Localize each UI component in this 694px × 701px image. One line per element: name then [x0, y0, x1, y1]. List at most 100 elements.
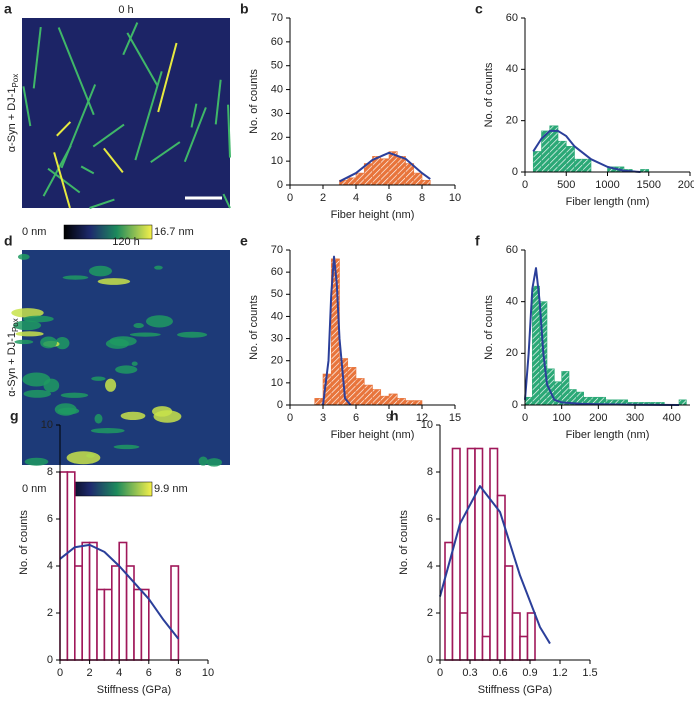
bar — [511, 612, 521, 661]
bar — [103, 588, 113, 661]
y-tick-label: 0 — [277, 399, 283, 411]
fiber — [126, 32, 159, 87]
panel-letter: e — [240, 233, 248, 249]
bar — [557, 140, 567, 173]
y-tick-label: 50 — [271, 288, 283, 300]
x-tick-label: 0 — [287, 412, 293, 424]
x-axis-label: Stiffness (GPa) — [478, 684, 552, 696]
image-title: 0 h — [118, 4, 133, 16]
image-ylabel: α-Syn + DJ-1Pox — [6, 74, 20, 153]
y-tick-label: 20 — [506, 347, 518, 359]
bar — [574, 158, 584, 173]
bar — [363, 384, 373, 406]
x-axis-label: Fiber height (nm) — [331, 209, 415, 221]
aggregate — [105, 338, 129, 349]
bar — [532, 151, 542, 173]
colorbar-max: 9.9 nm — [154, 483, 188, 495]
bar — [413, 400, 423, 406]
y-tick-label: 60 — [271, 36, 283, 48]
aggregate — [22, 315, 54, 323]
bar — [74, 565, 84, 661]
y-tick-label: 2 — [47, 607, 53, 619]
x-tick-label: 500 — [557, 179, 575, 191]
x-tick-label: 0 — [522, 179, 528, 191]
fiber — [183, 107, 207, 163]
x-tick-label: 400 — [662, 412, 680, 424]
y-tick-label: 70 — [271, 12, 283, 24]
x-axis-label: Fiber height (nm) — [331, 429, 415, 441]
fiber — [60, 84, 97, 169]
aggregate — [66, 451, 101, 465]
y-tick-label: 0 — [47, 654, 53, 666]
bar — [413, 172, 423, 186]
aggregate — [105, 378, 117, 392]
colorbar-max: 16.7 nm — [154, 226, 194, 238]
y-tick-label: 30 — [271, 332, 283, 344]
panel-letter: f — [475, 233, 480, 249]
aggregate — [88, 265, 112, 277]
fit-curve — [339, 151, 431, 183]
x-axis-label: Stiffness (GPa) — [97, 684, 171, 696]
x-tick-label: 300 — [626, 412, 644, 424]
y-tick-label: 60 — [271, 266, 283, 278]
y-tick-label: 10 — [271, 155, 283, 167]
bar — [459, 612, 469, 661]
afm-image — [22, 250, 230, 465]
bar — [678, 399, 687, 406]
aggregate — [62, 275, 89, 280]
aggregate — [206, 458, 223, 467]
aggregate — [43, 378, 60, 393]
aggregate — [120, 411, 146, 421]
ylabel-sub: Pox — [11, 318, 20, 332]
fiber — [157, 42, 178, 113]
x-tick-label: 15 — [449, 412, 461, 424]
fiber — [89, 198, 115, 209]
x-tick-label: 1500 — [637, 179, 661, 191]
panel-letter: g — [10, 408, 19, 424]
ylabel-main: α-Syn + DJ-1 — [6, 332, 18, 397]
x-tick-label: 4 — [353, 192, 359, 204]
panel-letter: b — [240, 1, 249, 17]
y-axis-label: No. of counts — [398, 510, 410, 575]
bar — [396, 156, 406, 186]
fit-curve — [439, 485, 551, 645]
aggregate — [113, 444, 140, 450]
aggregate — [23, 389, 52, 398]
aggregate — [177, 331, 208, 338]
panel-letter: d — [4, 233, 13, 249]
x-axis-label: Fiber length (nm) — [566, 429, 650, 441]
y-tick-label: 0 — [277, 179, 283, 191]
y-tick-label: 2 — [427, 607, 433, 619]
x-tick-label: 2 — [87, 667, 93, 679]
bar — [66, 471, 76, 661]
aggregate — [60, 392, 89, 398]
panel-letter: a — [4, 1, 12, 17]
aggregate — [91, 376, 106, 381]
bar — [388, 151, 398, 186]
y-tick-label: 40 — [506, 63, 518, 75]
x-tick-label: 100 — [552, 412, 570, 424]
aggregate — [94, 413, 103, 424]
bar — [444, 541, 454, 661]
x-tick-label: 1000 — [595, 179, 619, 191]
aggregate — [22, 372, 51, 387]
x-tick-label: 0 — [57, 667, 63, 679]
colorbar-min: 0 nm — [22, 483, 46, 495]
x-tick-label: 4 — [116, 667, 122, 679]
fit-curve — [524, 267, 680, 406]
x-tick-label: 0.9 — [522, 667, 537, 679]
aggregate — [131, 361, 138, 366]
bar — [118, 541, 128, 661]
colorbar — [63, 481, 153, 497]
x-tick-label: 1.2 — [552, 667, 567, 679]
x-tick-label: 1.5 — [582, 667, 597, 679]
y-tick-label: 0 — [512, 399, 518, 411]
y-tick-label: 4 — [47, 560, 53, 572]
fit-curve — [532, 129, 641, 173]
x-tick-label: 6 — [386, 192, 392, 204]
ylabel-main: α-Syn + DJ-1 — [6, 88, 18, 153]
bar — [421, 179, 431, 186]
y-tick-label: 0 — [512, 166, 518, 178]
